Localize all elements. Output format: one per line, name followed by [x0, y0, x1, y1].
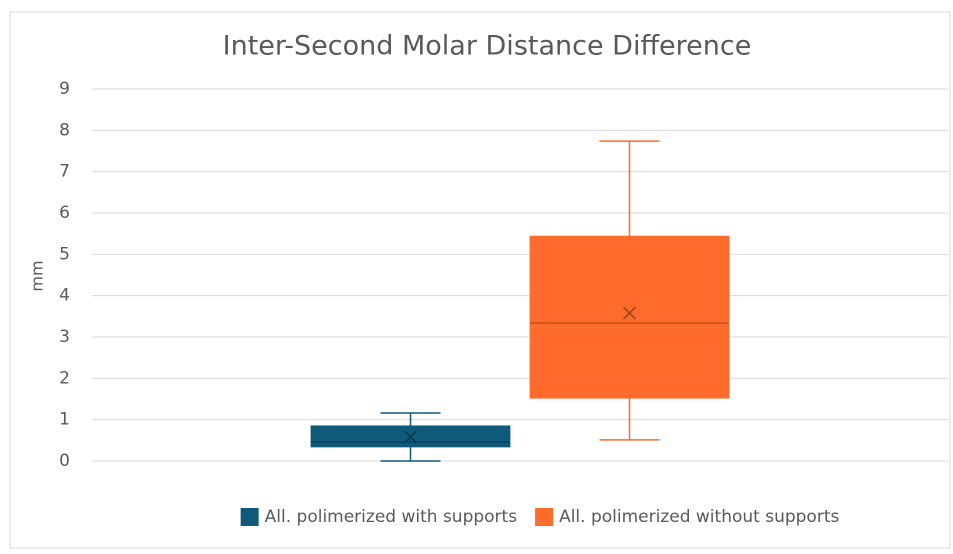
chart-frame [9, 11, 951, 549]
y-tick-label: 7 [59, 162, 70, 182]
legend-swatch [535, 508, 554, 526]
y-tick-label: 3 [59, 327, 70, 347]
y-tick-label: 9 [59, 79, 70, 99]
mean-marker [403, 430, 418, 444]
y-tick-label: 2 [59, 368, 70, 388]
legend-swatch [240, 508, 259, 526]
box [529, 235, 730, 399]
box [310, 425, 511, 448]
y-tick-label: 6 [59, 203, 70, 223]
y-tick-label: 8 [59, 120, 70, 140]
chart-title: Inter-Second Molar Distance Difference [223, 31, 752, 62]
y-axis-label: mm [28, 260, 47, 291]
y-tick-label: 5 [59, 244, 70, 264]
mean-marker [622, 306, 637, 320]
y-tick-label: 4 [59, 286, 70, 306]
legend-label: All. polimerized with supports [265, 507, 518, 527]
y-tick-label: 1 [59, 410, 70, 430]
legend-label: All. polimerized without supports [559, 507, 839, 527]
y-tick-label: 0 [59, 451, 70, 471]
